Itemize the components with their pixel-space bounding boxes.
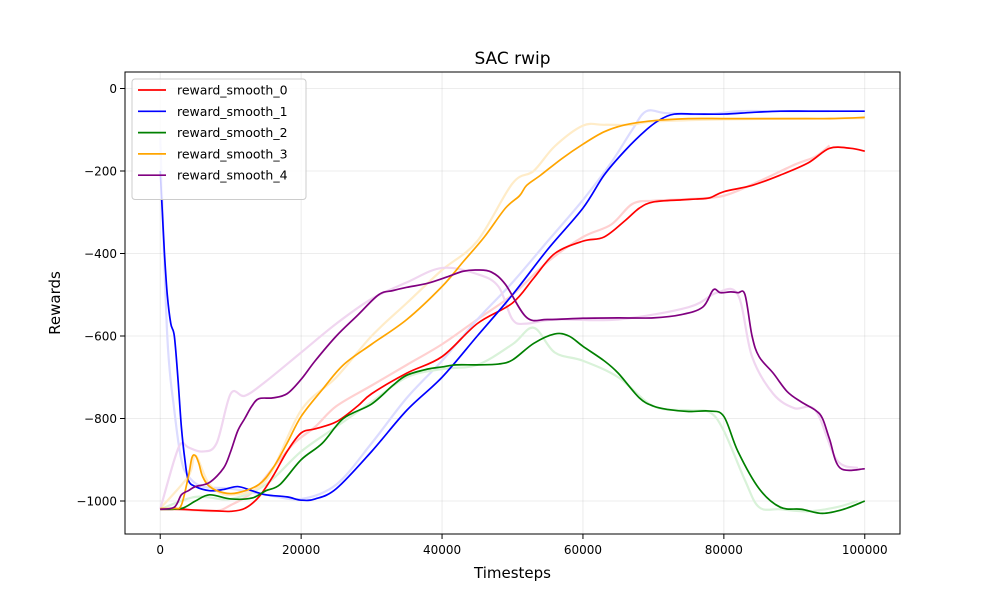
x-tick-label: 80000 [705, 543, 743, 557]
x-tick-label: 100000 [842, 543, 888, 557]
x-tick-label: 20000 [282, 543, 320, 557]
legend-label: reward_smooth_0 [177, 83, 288, 98]
y-tick-label: −200 [84, 165, 117, 179]
y-tick-label: −400 [84, 247, 117, 261]
legend-label: reward_smooth_2 [177, 125, 288, 140]
legend-label: reward_smooth_1 [177, 104, 288, 119]
y-tick-label: −800 [84, 412, 117, 426]
y-axis: 0 −200 −400 −600 −800 −1000 [76, 82, 125, 509]
x-tick-label: 60000 [564, 543, 602, 557]
raw-series-line-1 [159, 109, 830, 501]
legend-box [131, 78, 307, 200]
x-tick-label: 40000 [423, 543, 461, 557]
plot-frame [124, 71, 901, 535]
y-axis-label: Rewards [46, 271, 64, 335]
series-line-reward_smooth_0 [160, 146, 865, 513]
series-line-reward_smooth_3 [160, 116, 865, 510]
y-tick-label: −600 [84, 330, 117, 344]
raw-series-line-4 [159, 266, 859, 510]
raw-series-line-2 [159, 326, 859, 513]
series-line-reward_smooth_2 [160, 332, 866, 515]
y-tick-label: 0 [109, 82, 117, 96]
y-tick-label: −1000 [76, 495, 117, 509]
series-layer [159, 110, 866, 515]
series-line-reward_smooth_1 [159, 110, 865, 502]
x-axis: 0 20000 40000 60000 80000 100000 [156, 534, 888, 557]
legend: reward_smooth_0 reward_smooth_1 reward_smo… [131, 78, 307, 200]
x-axis-label: Timesteps [473, 564, 551, 582]
x-tick-label: 0 [156, 543, 164, 557]
chart-title: SAC rwip [474, 49, 550, 69]
legend-label: reward_smooth_4 [177, 168, 288, 183]
legend-label: reward_smooth_3 [177, 146, 288, 161]
series-line-reward_smooth_4 [160, 269, 865, 511]
